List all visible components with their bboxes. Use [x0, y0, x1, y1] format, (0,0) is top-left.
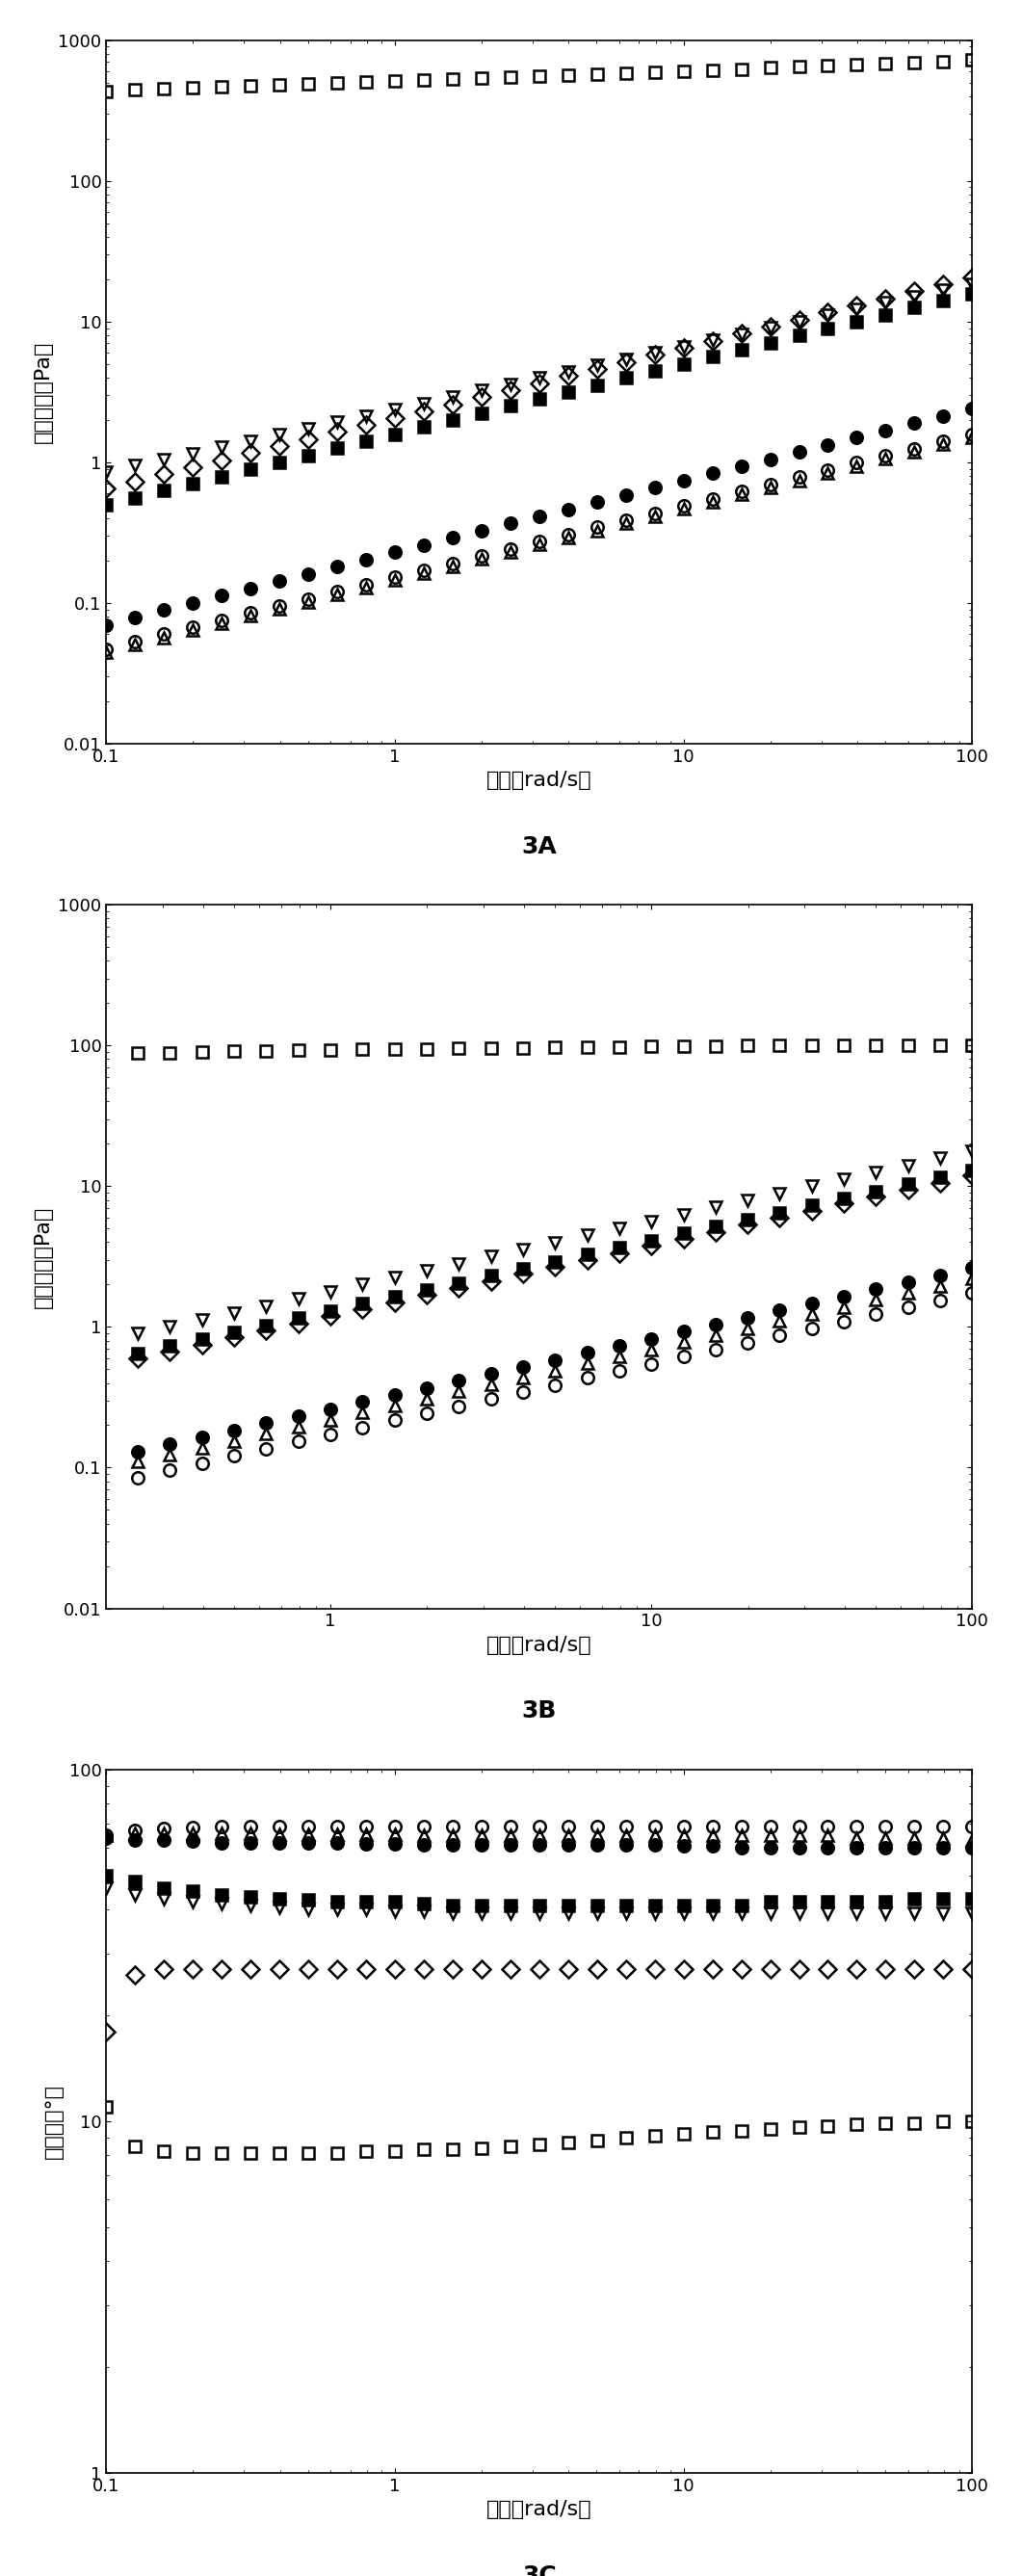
Text: 3A: 3A [521, 835, 557, 858]
Y-axis label: 相位角（°）: 相位角（°） [44, 2084, 63, 2159]
Text: 3C: 3C [522, 2566, 556, 2576]
Text: 3B: 3B [521, 1700, 557, 1723]
X-axis label: 频率（rad/s）: 频率（rad/s） [486, 770, 592, 791]
Y-axis label: 损耗模量（Pa）: 损耗模量（Pa） [34, 1206, 53, 1309]
X-axis label: 频率（rad/s）: 频率（rad/s） [486, 1636, 592, 1654]
X-axis label: 频率（rad/s）: 频率（rad/s） [486, 2501, 592, 2519]
Y-axis label: 储存模量（Pa）: 储存模量（Pa） [34, 340, 53, 443]
